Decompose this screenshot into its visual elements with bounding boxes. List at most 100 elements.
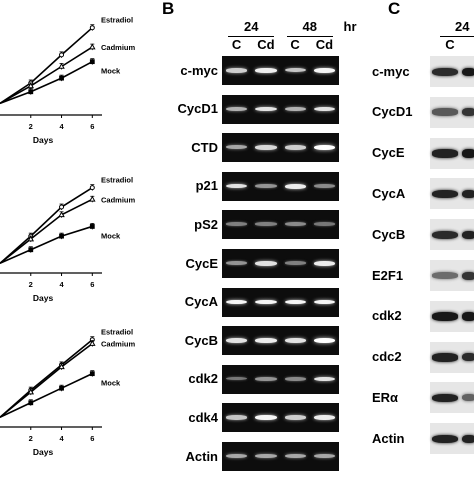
gel-band (226, 261, 247, 265)
gel-band (314, 261, 335, 266)
protein-label: Actin (372, 432, 405, 446)
lane-label: Cd (310, 38, 339, 52)
gel-band (255, 145, 276, 150)
legend-estradiol: Estradiol (101, 16, 133, 25)
data-point-estradiol (60, 53, 64, 57)
gel-band (255, 222, 276, 226)
gel-band (314, 415, 335, 420)
panel-b-label: B (162, 0, 174, 17)
gel-band (285, 145, 306, 150)
gel-band (314, 68, 335, 73)
x-axis-label: Days (33, 293, 54, 303)
data-point-mock (90, 371, 95, 376)
data-point-estradiol (60, 205, 64, 209)
gel-band (226, 338, 247, 343)
growth-chart-2: 2 4 6 Days Estradiol Cadmium Mock (0, 168, 160, 323)
blot-band (462, 435, 474, 444)
gene-label: CycB (160, 334, 218, 348)
gene-label: CycE (160, 257, 218, 271)
data-point-mock (28, 400, 33, 405)
blot-strip (430, 260, 474, 291)
gel-band (314, 107, 335, 112)
legend-mock: Mock (101, 379, 121, 388)
blot-band (432, 149, 458, 158)
data-point-estradiol (90, 26, 94, 30)
gene-label: CTD (160, 141, 218, 155)
blot-band (432, 312, 458, 321)
gel-strip (222, 442, 339, 471)
gel-strip (222, 95, 339, 124)
x-tick-label: 2 (29, 434, 33, 443)
blot-band (432, 68, 458, 76)
gel-strip (222, 56, 339, 85)
protein-label: CycD1 (372, 105, 412, 119)
gel-band (285, 300, 306, 305)
blot-band (432, 108, 458, 115)
gene-label: cdk2 (160, 372, 218, 386)
gel-strip (222, 172, 339, 201)
legend-estradiol: Estradiol (101, 328, 133, 337)
blot-band (462, 68, 474, 77)
gel-band (285, 184, 306, 189)
data-point-mock (90, 59, 95, 64)
data-point-estradiol (90, 186, 94, 190)
legend-mock: Mock (101, 67, 121, 76)
gel-band (314, 377, 335, 382)
series-line-cadmium (0, 47, 92, 103)
gel-band (314, 338, 335, 343)
gel-strip (222, 210, 339, 239)
gel-strip (222, 249, 339, 278)
protein-label: ERα (372, 391, 398, 405)
data-point-cadmium (90, 197, 95, 201)
gene-label: CycA (160, 295, 218, 309)
growth-chart-3: 2 4 6DaysEstradiolCadmiumMock (0, 322, 160, 477)
blot-band (432, 435, 458, 444)
gel-band (255, 377, 276, 381)
gel-strip (222, 133, 339, 162)
growth-chart-1: 2 4 6 Days Estradiol Cadmium Mock (0, 10, 160, 165)
gene-label: cdk4 (160, 411, 218, 425)
gel-band (255, 454, 276, 458)
x-axis-label: Days (33, 447, 54, 457)
x-tick-label: 6 (90, 122, 94, 131)
gel-band (226, 300, 247, 305)
blot-strip (430, 219, 474, 250)
timepoint-label: 24 (231, 20, 271, 34)
gel-band (255, 415, 276, 420)
data-point-mock (59, 76, 64, 81)
gel-band (285, 261, 306, 265)
timepoint-label: 48 (290, 20, 330, 34)
gel-strip (222, 365, 339, 394)
lane-label: C (222, 38, 251, 52)
protein-label: cdk2 (372, 309, 402, 323)
protein-label: CycB (372, 228, 405, 242)
gel-strip (222, 403, 339, 432)
time-unit-label: hr (340, 20, 360, 34)
gel-band (285, 338, 306, 343)
data-point-mock (28, 247, 33, 252)
lane-label: C (281, 38, 310, 52)
gel-band (285, 222, 306, 226)
gel-band (314, 145, 335, 150)
data-point-cadmium (90, 45, 95, 49)
blot-band (462, 394, 474, 401)
lane-label: Cd (251, 38, 280, 52)
data-point-mock (90, 224, 95, 229)
data-point-mock (28, 89, 33, 94)
blot-band (432, 353, 458, 362)
blot-strip (430, 382, 474, 413)
protein-label: c-myc (372, 65, 410, 79)
gel-band (314, 222, 335, 226)
gene-label: p21 (160, 179, 218, 193)
x-tick-label: 2 (29, 122, 33, 131)
data-point-mock (59, 386, 64, 391)
gel-band (314, 454, 335, 458)
growth-curves-panel: 2 4 6 Days Estradiol Cadmium Mock 2 4 6 Days Estra… (0, 0, 160, 474)
gel-band (226, 454, 247, 458)
blot-band (432, 272, 458, 279)
x-tick-label: 6 (90, 434, 94, 443)
gel-band (285, 68, 306, 72)
protein-label: CycA (372, 187, 405, 201)
x-tick-label: 4 (59, 122, 64, 131)
blot-band (462, 149, 474, 158)
